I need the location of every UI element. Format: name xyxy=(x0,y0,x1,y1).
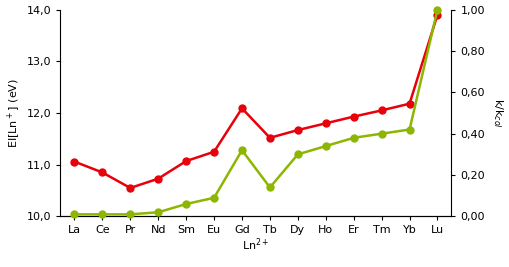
Y-axis label: EI[Ln$^+$] (eV): EI[Ln$^+$] (eV) xyxy=(6,78,22,148)
Y-axis label: k/k$_{col}$: k/k$_{col}$ xyxy=(490,98,503,128)
X-axis label: Ln$^{2+}$: Ln$^{2+}$ xyxy=(242,237,269,253)
